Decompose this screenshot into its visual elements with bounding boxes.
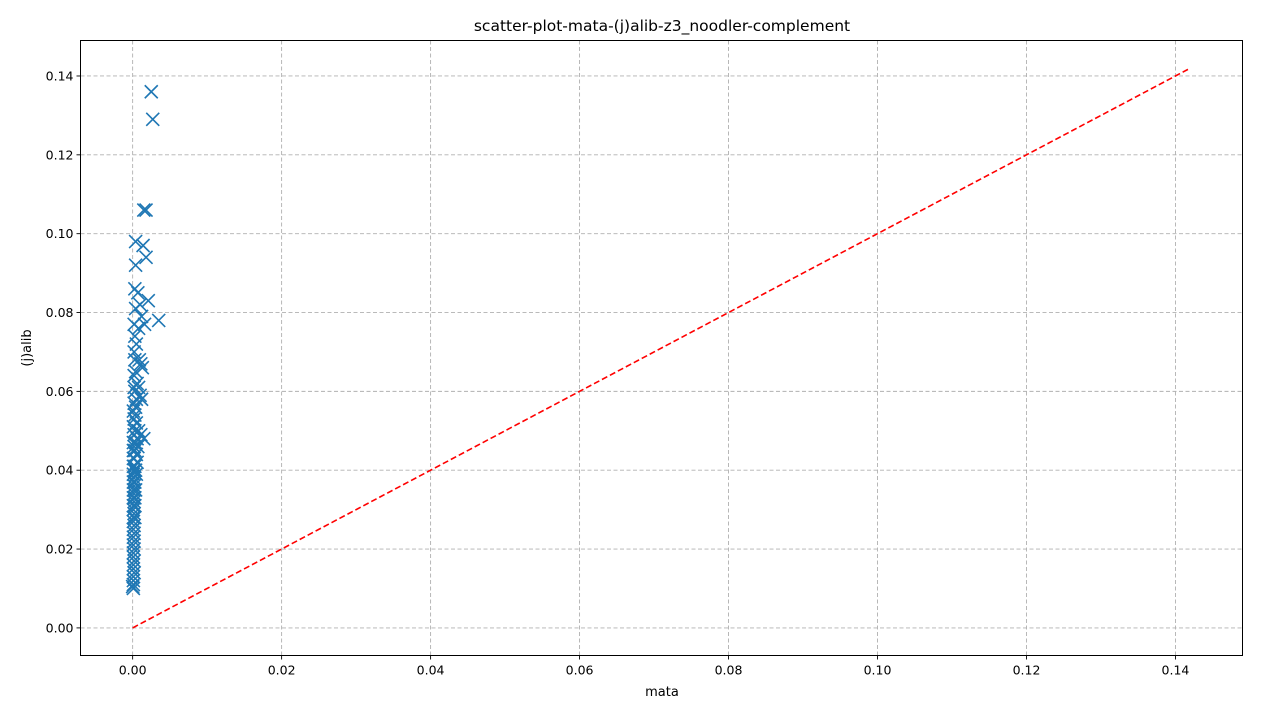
data-point (138, 250, 154, 265)
data-point (136, 202, 151, 218)
data-point (130, 285, 145, 300)
x-tick-label: 0.12 (1013, 663, 1041, 678)
y-tick-label: 0.10 (46, 226, 74, 241)
data-point (132, 352, 147, 367)
diagonal-reference-line (132, 67, 1191, 629)
data-point (127, 439, 142, 454)
y-tick-label: 0.12 (46, 147, 74, 162)
data-point (136, 238, 151, 253)
x-axis: 0.00 0.02 0.04 0.06 0.08 0.10 0.12 0.14 (119, 655, 1190, 678)
data-point (134, 392, 149, 407)
y-tick-label: 0.14 (46, 68, 74, 83)
data-point (151, 313, 166, 328)
y-axis: 0.00 0.02 0.04 0.06 0.08 0.10 0.12 0.14 (46, 68, 81, 635)
y-tick-label: 0.06 (46, 384, 74, 399)
x-tick-label: 0.08 (715, 663, 743, 678)
data-point (126, 577, 141, 592)
data-point (145, 112, 160, 127)
chart-title: scatter-plot-mata-(j)alib-z3_noodler-com… (474, 17, 850, 36)
grid (80, 40, 1243, 656)
data-point (141, 293, 156, 308)
x-tick-label: 0.06 (566, 663, 594, 678)
data-point (128, 234, 143, 249)
data-point (137, 317, 152, 332)
data-point (133, 356, 148, 371)
scatter-points (125, 84, 166, 596)
data-point (128, 258, 143, 273)
x-axis-label: mata (645, 685, 679, 700)
data-point (136, 431, 151, 446)
data-point (129, 336, 144, 352)
y-tick-label: 0.00 (46, 620, 74, 635)
y-tick-label: 0.04 (46, 463, 74, 478)
data-point (131, 321, 146, 336)
x-tick-label: 0.02 (268, 663, 296, 678)
data-point (138, 202, 154, 218)
data-point (128, 364, 143, 379)
x-tick-label: 0.00 (119, 663, 147, 678)
x-tick-label: 0.14 (1162, 663, 1190, 678)
x-tick-label: 0.10 (864, 663, 892, 678)
data-point (125, 579, 140, 594)
y-tick-label: 0.08 (46, 305, 74, 320)
data-point (128, 301, 143, 316)
x-tick-label: 0.04 (417, 663, 445, 678)
data-point (144, 84, 159, 99)
data-point (126, 581, 141, 596)
y-axis-label: (j)alib (20, 329, 35, 366)
data-point (127, 380, 142, 395)
data-point (127, 368, 142, 383)
plot-frame (80, 40, 1243, 656)
y-tick-label: 0.02 (46, 542, 74, 557)
